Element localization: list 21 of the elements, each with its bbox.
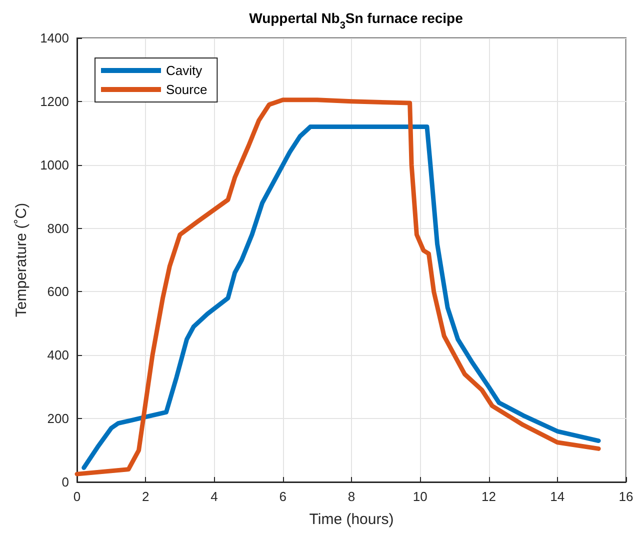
x-tick-label: 14 xyxy=(550,489,565,504)
x-tick-label: 6 xyxy=(279,489,286,504)
y-axis-title: Temperature (˚C) xyxy=(13,202,30,318)
x-tick-label: 16 xyxy=(618,489,634,504)
y-tick-label: 200 xyxy=(47,411,69,426)
y-tick-label: 0 xyxy=(62,474,69,490)
x-tick-label: 0 xyxy=(73,489,81,504)
y-tick-label: 1400 xyxy=(40,30,69,46)
x-axis-title: Time (hours) xyxy=(309,511,394,528)
legend-label: Source xyxy=(166,82,208,97)
x-tick-label: 4 xyxy=(210,489,218,504)
x-tick-label: 12 xyxy=(482,489,496,504)
y-tick-label: 800 xyxy=(47,220,69,236)
x-tick-label: 2 xyxy=(142,489,150,504)
x-tick-label: 10 xyxy=(412,489,428,504)
y-tick-label: 400 xyxy=(47,348,69,363)
y-tick-label: 600 xyxy=(47,284,69,300)
y-tick-label: 1000 xyxy=(40,157,69,172)
x-tick-label: 8 xyxy=(348,489,356,504)
legend-label: Cavity xyxy=(166,63,203,78)
y-tick-label: 1200 xyxy=(40,94,69,109)
